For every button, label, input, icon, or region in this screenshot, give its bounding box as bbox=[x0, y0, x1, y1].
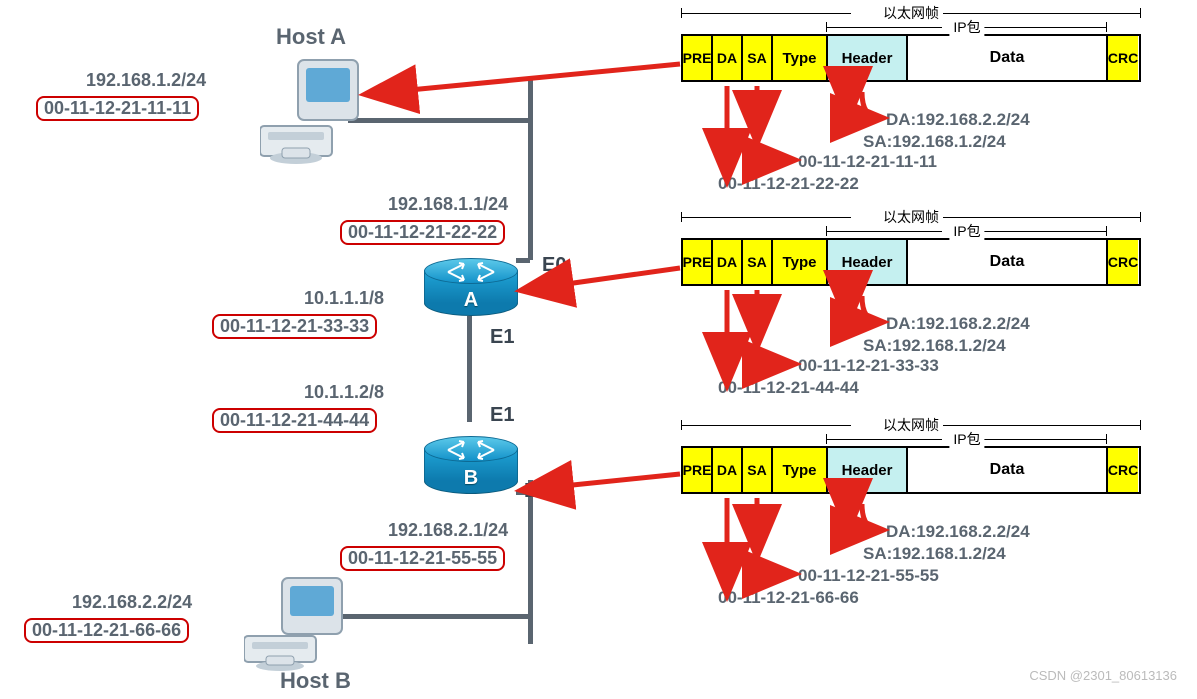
link-hostB bbox=[330, 614, 530, 619]
frame1-type: Type bbox=[773, 36, 828, 80]
routerA-e1-label: E1 bbox=[490, 326, 514, 349]
routerB-e0-mac: 00-11-12-21-55-55 bbox=[340, 546, 505, 571]
routerB-e0-label: E0 bbox=[524, 480, 548, 503]
p3-sa-mac: 00-11-12-21-55-55 bbox=[798, 566, 939, 586]
host-a-title: Host A bbox=[276, 24, 346, 50]
frame2-inner-label: IP包 bbox=[949, 221, 984, 241]
frame2-row: PRE DA SA Type Header Data CRC bbox=[681, 238, 1141, 286]
routerB-e1-label: E1 bbox=[490, 404, 514, 427]
p1-da-mac: 00-11-12-21-22-22 bbox=[718, 174, 859, 194]
p1-sa-mac: 00-11-12-21-11-11 bbox=[798, 152, 937, 172]
p2-da-ip: DA:192.168.2.2/24 bbox=[886, 314, 1030, 334]
host-a-ip: 192.168.1.2/24 bbox=[86, 70, 206, 91]
routerB-e1-ip: 10.1.1.2/8 bbox=[304, 382, 384, 403]
host-a-mac: 00-11-12-21-11-11 bbox=[36, 96, 199, 121]
frame-1: 以太网帧 IP包 PRE DA SA Type Header Data CRC bbox=[681, 6, 1141, 82]
router-b-letter: B bbox=[424, 467, 518, 490]
link-hostA bbox=[348, 118, 530, 123]
frame2-header: Header bbox=[828, 240, 908, 284]
frame3-row: PRE DA SA Type Header Data CRC bbox=[681, 446, 1141, 494]
frame3-type: Type bbox=[773, 448, 828, 492]
watermark: CSDN @2301_80613136 bbox=[1029, 668, 1177, 683]
frame1-inner-label: IP包 bbox=[949, 17, 984, 37]
router-a-icon: A bbox=[424, 258, 518, 316]
link-routerA-routerB bbox=[467, 316, 472, 422]
bus-vertical-hostA-routerA bbox=[528, 80, 533, 260]
routerA-e0-label: E0 bbox=[542, 254, 566, 277]
routerA-e0-ip: 192.168.1.1/24 bbox=[388, 194, 508, 215]
host-b-mac: 00-11-12-21-66-66 bbox=[24, 618, 189, 643]
frame-2: 以太网帧 IP包 PRE DA SA Type Header Data CRC bbox=[681, 210, 1141, 286]
p2-da-mac: 00-11-12-21-44-44 bbox=[718, 378, 859, 398]
host-b-ip: 192.168.2.2/24 bbox=[72, 592, 192, 613]
p2-sa-ip: SA:192.168.1.2/24 bbox=[863, 336, 1006, 356]
frame2-data: Data bbox=[908, 240, 1108, 284]
router-a-letter: A bbox=[424, 289, 518, 312]
p3-da-mac: 00-11-12-21-66-66 bbox=[718, 588, 859, 608]
p1-da-ip: DA:192.168.2.2/24 bbox=[886, 110, 1030, 130]
host-b-icon bbox=[244, 574, 344, 679]
host-a-icon bbox=[260, 56, 360, 171]
p1-sa-ip: SA:192.168.1.2/24 bbox=[863, 132, 1006, 152]
link-routerA-e0 bbox=[516, 258, 530, 263]
frame1-header: Header bbox=[828, 36, 908, 80]
routerB-e0-ip: 192.168.2.1/24 bbox=[388, 520, 508, 541]
frame1-data: Data bbox=[908, 36, 1108, 80]
bus-vertical-routerB-hostB bbox=[528, 480, 533, 644]
p3-sa-ip: SA:192.168.1.2/24 bbox=[863, 544, 1006, 564]
routerA-e0-mac: 00-11-12-21-22-22 bbox=[340, 220, 505, 245]
routerA-e1-ip: 10.1.1.1/8 bbox=[304, 288, 384, 309]
frame3-inner-label: IP包 bbox=[949, 429, 984, 449]
routerB-e1-mac: 00-11-12-21-44-44 bbox=[212, 408, 377, 433]
p2-sa-mac: 00-11-12-21-33-33 bbox=[798, 356, 939, 376]
frame3-header: Header bbox=[828, 448, 908, 492]
frame-3: 以太网帧 IP包 PRE DA SA Type Header Data CRC bbox=[681, 418, 1141, 494]
router-b-icon: B bbox=[424, 436, 518, 494]
frame1-row: PRE DA SA Type Header Data CRC bbox=[681, 34, 1141, 82]
p3-da-ip: DA:192.168.2.2/24 bbox=[886, 522, 1030, 542]
routerA-e1-mac: 00-11-12-21-33-33 bbox=[212, 314, 377, 339]
frame2-type: Type bbox=[773, 240, 828, 284]
frame3-data: Data bbox=[908, 448, 1108, 492]
